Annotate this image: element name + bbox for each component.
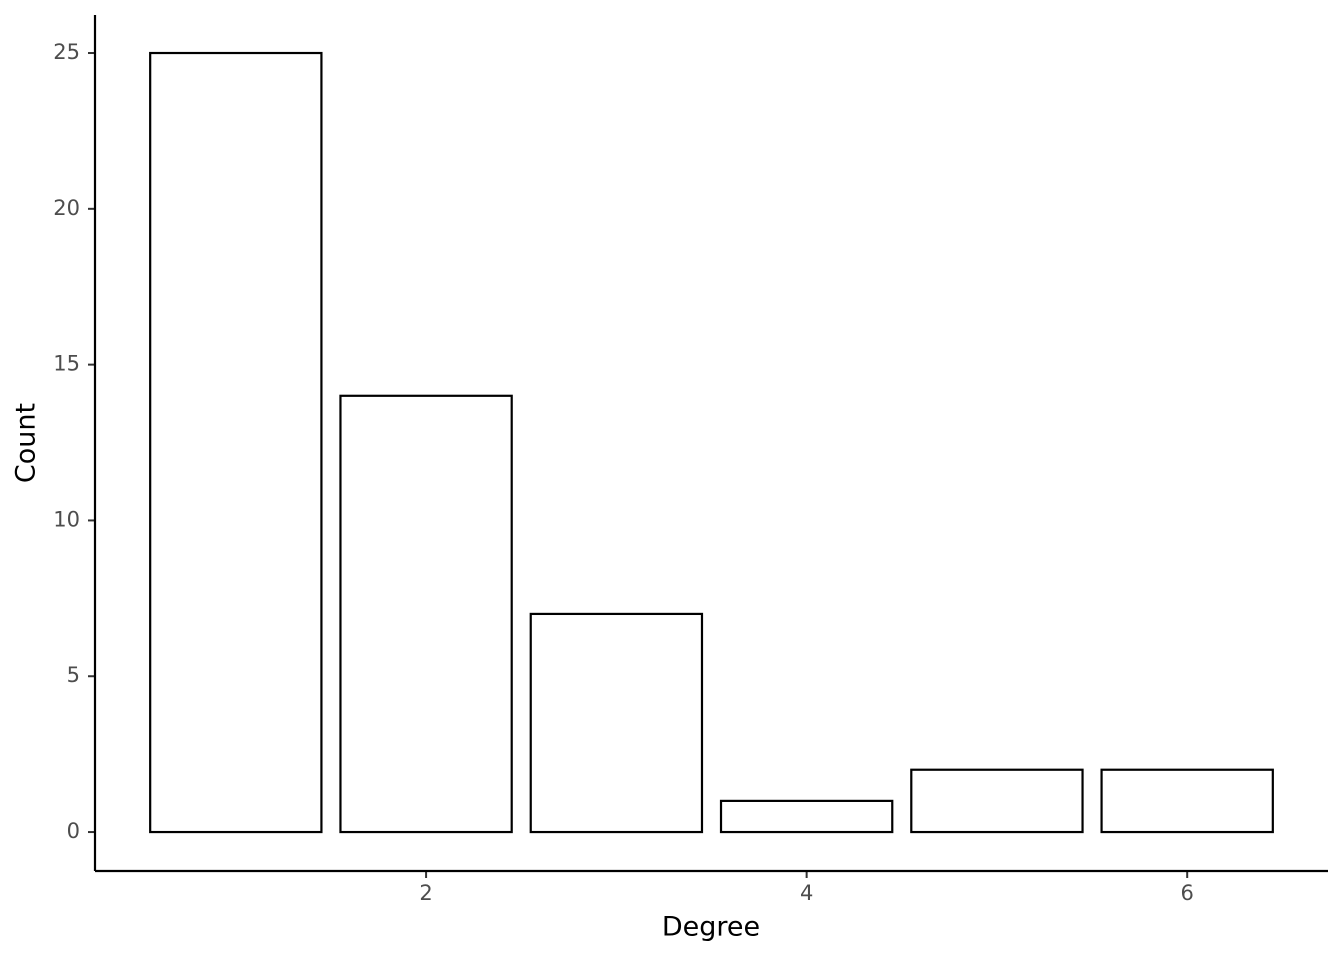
y-tick-label: 15 — [53, 352, 80, 376]
bar — [529, 612, 704, 834]
x-axis-title: Degree — [662, 912, 760, 943]
y-tick-label: 10 — [53, 507, 80, 531]
bar — [719, 799, 894, 834]
x-tick-label: 4 — [800, 881, 813, 905]
x-tick-label: 2 — [419, 881, 432, 905]
bar — [339, 394, 513, 834]
bar — [910, 768, 1084, 834]
y-tick-label: 5 — [67, 663, 80, 687]
y-tick-label: 0 — [67, 819, 80, 843]
y-axis-title: Count — [11, 403, 42, 483]
y-tick-label: 20 — [53, 196, 80, 220]
bar — [149, 51, 323, 834]
x-tick-label: 6 — [1181, 881, 1194, 905]
y-tick-label: 25 — [53, 40, 80, 64]
bar — [1100, 768, 1274, 834]
